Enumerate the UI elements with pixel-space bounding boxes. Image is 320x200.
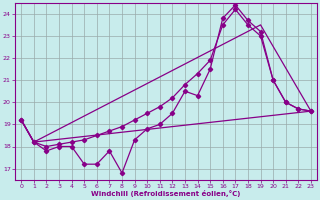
X-axis label: Windchill (Refroidissement éolien,°C): Windchill (Refroidissement éolien,°C) (92, 190, 241, 197)
